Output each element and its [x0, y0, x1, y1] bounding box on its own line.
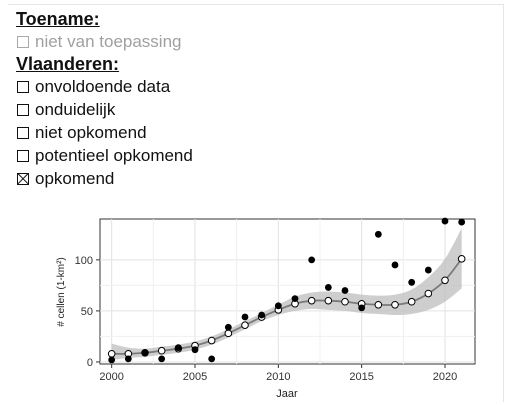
option-item: niet opkomend	[16, 121, 346, 144]
checkbox-empty-icon	[17, 149, 29, 162]
option-label: onvoldoende data	[35, 77, 171, 96]
fitted-point	[157, 346, 166, 355]
fitted-point	[391, 300, 399, 309]
x-tick-label: 2000	[99, 371, 123, 383]
option-item: potentieel opkomend	[16, 144, 346, 167]
fitted-point	[441, 276, 449, 285]
y-tick-label: 100	[75, 255, 93, 267]
fitted-point	[241, 321, 249, 329]
y-tick-label: 50	[81, 306, 93, 318]
trend-chart: 2000 2005 2010 2015 2020 0 50 100 Jaar # celle…	[56, 217, 476, 400]
checkbox-crossed-icon	[17, 172, 29, 185]
option-item: onvoldoende data	[16, 75, 346, 98]
fitted-point	[407, 297, 416, 306]
fitted-line	[111, 258, 463, 355]
option-list: onvoldoende data onduidelijk niet opkomend…	[16, 75, 346, 190]
legend-title: Toename:	[16, 9, 100, 29]
fitted-point	[324, 296, 333, 305]
x-tick-label: 2015	[349, 371, 373, 383]
fitted-point	[341, 297, 349, 306]
fitted-point	[457, 255, 466, 263]
y-axis-ticks: 0 50 100	[75, 255, 100, 369]
checkbox-empty-icon	[17, 126, 29, 139]
observed-point	[291, 295, 299, 303]
observed-point	[208, 355, 216, 363]
observed-point	[358, 304, 366, 312]
fitted-point	[307, 296, 316, 305]
option-item: opkomend	[16, 167, 346, 190]
fitted-point	[374, 300, 383, 309]
x-tick-label: 2005	[183, 371, 207, 383]
observed-point	[274, 302, 282, 310]
option-label: potentieel opkomend	[35, 146, 193, 165]
observed-point	[441, 217, 449, 225]
observed-point	[158, 355, 166, 363]
observed-point	[308, 256, 316, 264]
observed-point	[324, 284, 332, 291]
observed-point	[191, 346, 199, 354]
fitted-point	[424, 289, 433, 298]
fitted-point	[224, 329, 233, 338]
x-tick-label: 2020	[433, 371, 457, 383]
fitted-point	[207, 336, 216, 345]
option-item: onduidelijk	[16, 98, 346, 121]
observed-point	[258, 311, 266, 319]
region-title: Vlaanderen:	[16, 54, 120, 74]
observed-points	[108, 217, 466, 364]
figure-frame	[8, 4, 504, 402]
observed-point	[141, 349, 149, 357]
observed-point	[408, 278, 416, 286]
option-label: niet van toepassing	[35, 32, 182, 51]
observed-point	[174, 344, 182, 352]
observed-point	[224, 323, 232, 331]
observed-point	[458, 218, 466, 226]
observed-point	[108, 356, 116, 364]
observed-point	[241, 313, 249, 321]
x-axis-label: Jaar	[276, 388, 298, 400]
status-legend: Toename: niet van toepassing Vlaanderen:…	[16, 8, 346, 190]
observed-point	[124, 355, 132, 363]
option-label: opkomend	[35, 169, 115, 188]
y-tick-label: 0	[87, 357, 93, 369]
x-axis-ticks: 2000 2005 2010 2015 2020	[99, 364, 457, 383]
checkbox-empty-icon	[17, 80, 29, 93]
observed-point	[374, 230, 382, 238]
checkbox-empty-icon	[17, 35, 29, 48]
y-axis-label: # cellen (1-km²)	[56, 257, 67, 326]
fitted-point	[107, 349, 116, 358]
checkbox-empty-icon	[17, 103, 29, 116]
option-label: niet opkomend	[35, 123, 147, 142]
option-not-applicable: niet van toepassing	[16, 30, 346, 53]
x-tick-label: 2010	[266, 371, 290, 383]
observed-point	[391, 261, 399, 269]
option-label: onduidelijk	[35, 100, 116, 119]
observed-point	[424, 266, 432, 274]
observed-point	[341, 287, 349, 294]
